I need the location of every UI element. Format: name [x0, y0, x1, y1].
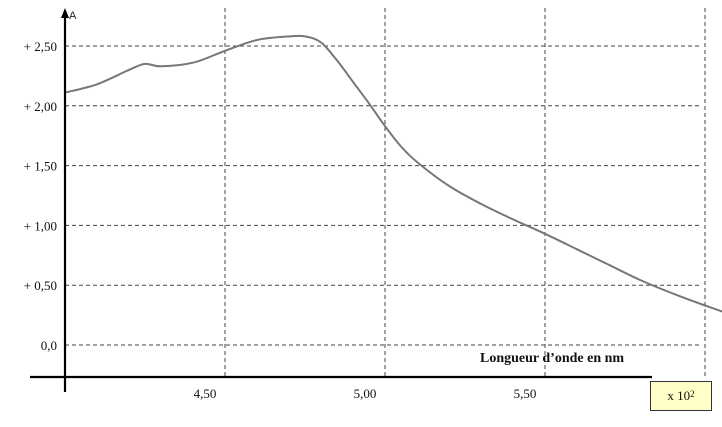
multiplier-exponent: 2	[690, 389, 695, 399]
y-tick-labels: 0,0 + 0,50 + 1,00 + 1,50 + 2,00 + 2,50	[24, 39, 57, 353]
y-tick-label: + 1,00	[24, 218, 57, 233]
x-tick-label: 4,50	[194, 386, 217, 401]
x-tick-label: 5,00	[354, 386, 377, 401]
y-tick-label: + 2,00	[24, 99, 57, 114]
x-tick-labels: 4,505,005,506,006,507,007,50	[194, 386, 697, 401]
y-tick-label: 0,0	[41, 338, 57, 353]
x-axis-label: Longueur d’onde en nm	[480, 351, 624, 366]
multiplier-prefix: x 10	[667, 388, 691, 403]
absorbance-curve	[64, 34, 722, 313]
x-tick-label: 5,50	[514, 386, 537, 401]
y-tick-label: + 2,50	[24, 39, 57, 54]
x-axis-multiplier: x 10 2	[650, 381, 712, 411]
plot-area	[64, 34, 722, 313]
y-tick-label: + 1,50	[24, 159, 57, 174]
grid	[65, 8, 706, 377]
y-axis-arrow	[61, 8, 69, 18]
axes	[30, 8, 652, 392]
y-tick-label: + 0,50	[24, 278, 57, 293]
y-axis-label: A	[69, 10, 77, 22]
